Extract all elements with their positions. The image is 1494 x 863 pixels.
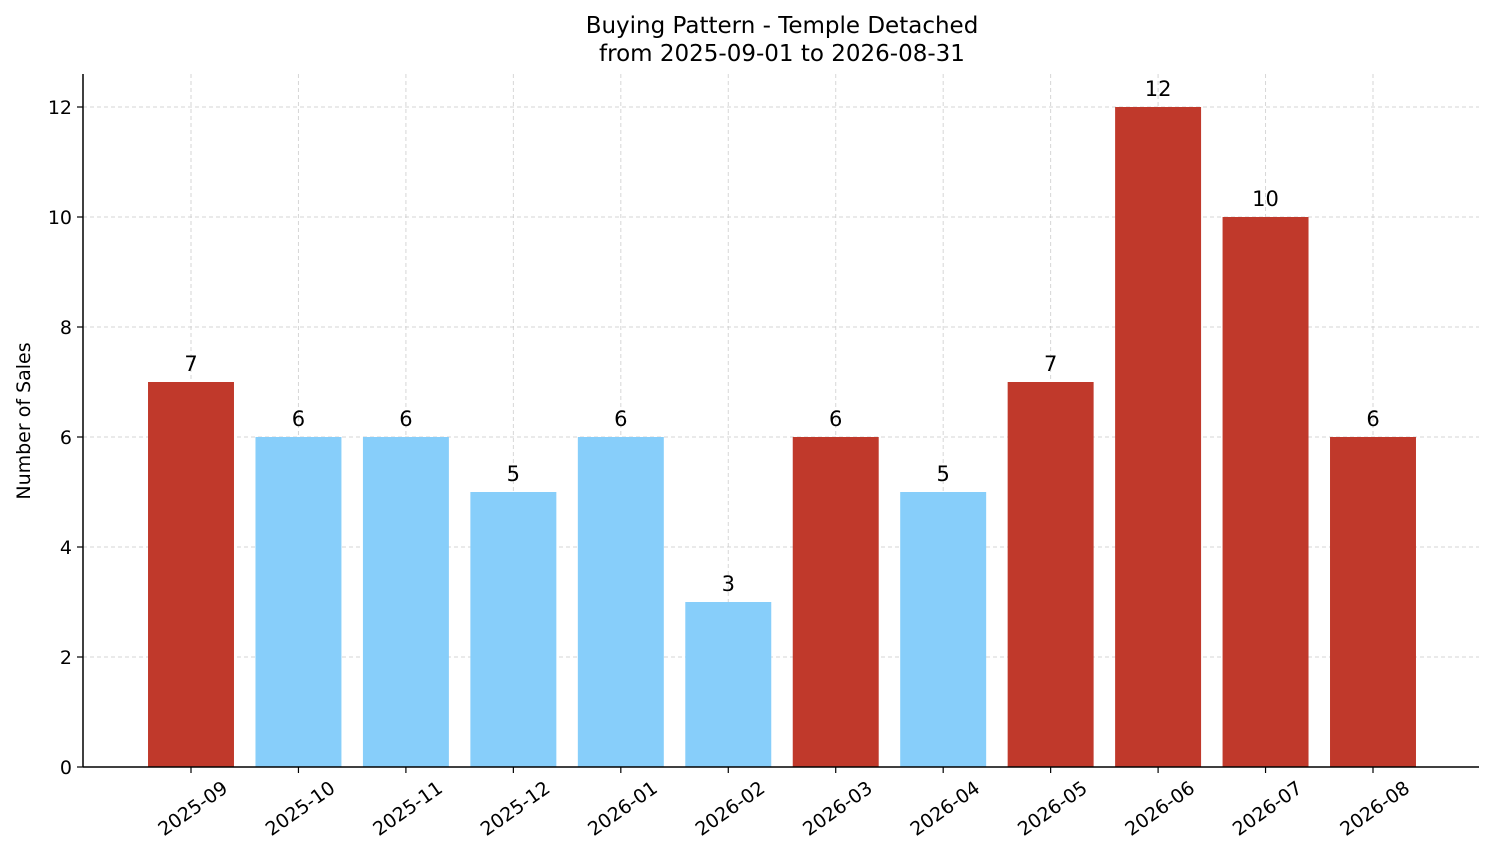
y-tick-label: 0 [60,757,72,779]
bar-2025-10 [255,437,342,767]
y-axis-label: Number of Sales [13,342,35,499]
bar-value-label: 5 [507,462,520,486]
bar-value-label: 12 [1145,77,1172,101]
bar-2026-07 [1222,217,1309,767]
x-tick-label: 2026-01 [584,777,662,841]
x-tick-label: 2026-03 [799,777,877,841]
x-tick-label: 2026-08 [1336,777,1414,841]
bar-2026-05 [1007,382,1094,767]
bar-2026-01 [577,437,664,767]
bar-2026-06 [1115,107,1202,767]
y-tick-label: 12 [48,97,72,119]
y-tick-label: 2 [60,647,72,669]
bar-value-label: 6 [292,407,305,431]
bar-2026-02 [685,602,772,767]
x-tick-label: 2026-06 [1121,777,1199,841]
x-tick-label: 2025-12 [477,777,555,841]
y-tick-label: 6 [60,427,72,449]
bar-value-label: 5 [936,462,949,486]
bar-2025-09 [148,382,234,767]
axes-layer [82,74,1479,768]
chart-title: Buying Pattern - Temple Detached [586,13,979,39]
y-ticks-layer: 0 2 4 6 8 10 12 [48,97,83,779]
bar-value-label: 7 [1044,352,1057,376]
bar-value-label: 7 [184,352,197,376]
x-tick-label: 2025-11 [369,777,447,841]
bar-2026-04 [900,492,987,767]
x-tick-label: 2026-05 [1014,777,1092,841]
chart-subtitle: from 2025-09-01 to 2026-08-31 [599,41,965,67]
bar-value-label: 6 [399,407,412,431]
bar-value-label: 6 [829,407,842,431]
x-tick-label: 2025-10 [262,777,340,841]
bar-value-label: 10 [1252,187,1279,211]
bar-2026-08 [1330,437,1416,767]
bar-value-label: 3 [722,572,735,596]
bar-2026-03 [792,437,879,767]
bar-value-label: 6 [614,407,627,431]
x-ticks-layer: 2025-09 2025-10 2025-11 2025-12 2026-01 2026-… [154,767,1414,841]
bar-labels-layer: 7 6 6 5 6 3 6 5 7 12 10 6 [184,77,1379,596]
y-tick-label: 8 [60,317,72,339]
bar-2025-12 [470,492,557,767]
y-tick-label: 10 [48,207,72,229]
bars-layer [148,107,1416,767]
bar-2025-11 [362,437,449,767]
bar-value-label: 6 [1366,407,1379,431]
y-tick-label: 4 [60,537,72,559]
x-tick-label: 2026-02 [691,777,769,841]
x-tick-label: 2026-07 [1229,777,1307,841]
x-tick-label: 2025-09 [154,777,232,841]
x-tick-label: 2026-04 [906,777,984,841]
